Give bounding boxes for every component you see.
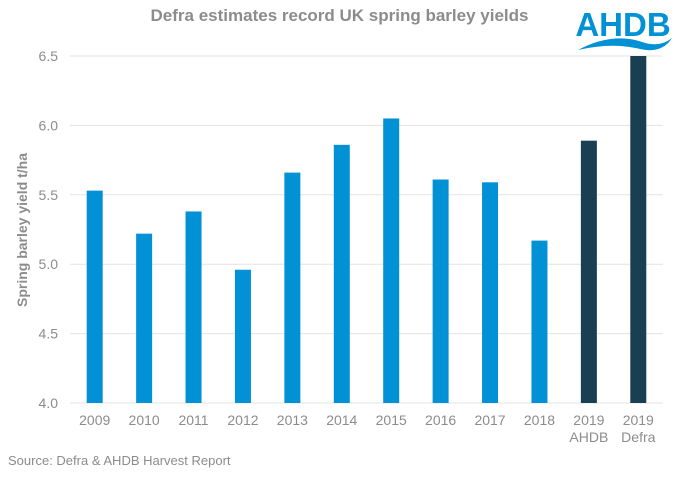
- y-tick-label: 5.5: [39, 187, 59, 203]
- chart-title: Defra estimates record UK spring barley …: [150, 6, 529, 25]
- bar: [630, 56, 647, 403]
- x-tick-label: 2014: [326, 412, 357, 428]
- x-tick-label: Defra: [621, 429, 655, 445]
- y-tick-label: 4.5: [39, 326, 59, 342]
- x-tick-label: 2011: [178, 412, 208, 428]
- bar: [383, 118, 400, 404]
- bar: [234, 269, 251, 403]
- y-tick-label: 4.0: [39, 395, 59, 411]
- bar: [86, 190, 103, 403]
- x-tick-label: 2019: [623, 412, 654, 428]
- x-tick-label: 2015: [376, 412, 407, 428]
- x-tick-label: 2019: [573, 412, 604, 428]
- x-tick-label: 2018: [524, 412, 555, 428]
- logo-text: AHDB: [575, 6, 670, 43]
- x-tick-label: 2016: [425, 412, 456, 428]
- x-tick-label: 2012: [227, 412, 258, 428]
- y-tick-label: 6.5: [39, 48, 59, 64]
- bar: [136, 233, 153, 403]
- x-tick-label: 2009: [79, 412, 110, 428]
- x-tick-label: AHDB: [569, 429, 608, 445]
- bar: [432, 179, 449, 403]
- bar: [185, 211, 202, 403]
- y-axis-label: Spring barley yield t/ha: [14, 153, 30, 307]
- x-tick-label: 2017: [474, 412, 505, 428]
- source-note: Source: Defra & AHDB Harvest Report: [8, 453, 231, 468]
- bar: [531, 240, 548, 403]
- y-tick-label: 5.0: [39, 256, 59, 272]
- bar: [333, 144, 350, 403]
- y-tick-label: 6.0: [39, 117, 59, 133]
- x-tick-label: 2010: [129, 412, 160, 428]
- x-tick-label: 2013: [277, 412, 308, 428]
- bar: [580, 140, 597, 403]
- bar: [284, 172, 301, 403]
- bar: [482, 182, 499, 403]
- ahdb-logo: AHDB: [572, 2, 674, 60]
